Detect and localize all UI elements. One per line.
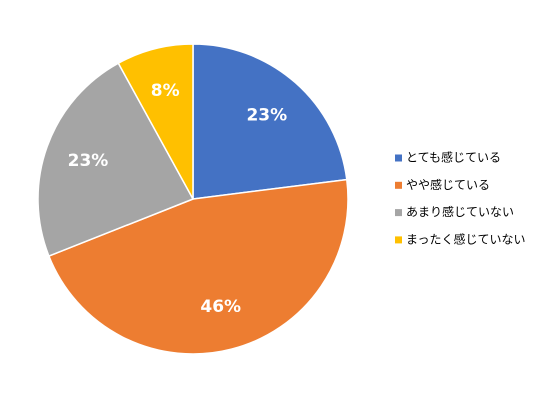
data-label: 23% xyxy=(68,151,109,171)
legend-label: あまり感じていない xyxy=(406,204,514,219)
legend-swatch xyxy=(395,209,402,217)
data-label: 46% xyxy=(200,297,241,317)
data-label: 23% xyxy=(246,105,287,125)
pie-slice xyxy=(47,178,349,355)
legend-label: とても感じている xyxy=(406,150,501,165)
legend-swatch xyxy=(395,154,402,162)
data-label: 8% xyxy=(151,81,180,101)
pie-slice xyxy=(117,43,194,200)
legend-swatch xyxy=(395,181,402,189)
legend-swatch xyxy=(395,236,402,244)
legend-label: まったく感じていない xyxy=(406,231,526,246)
pie-slice xyxy=(192,43,348,200)
legend-label: やや感じている xyxy=(406,177,490,192)
pie-slice xyxy=(37,62,195,258)
